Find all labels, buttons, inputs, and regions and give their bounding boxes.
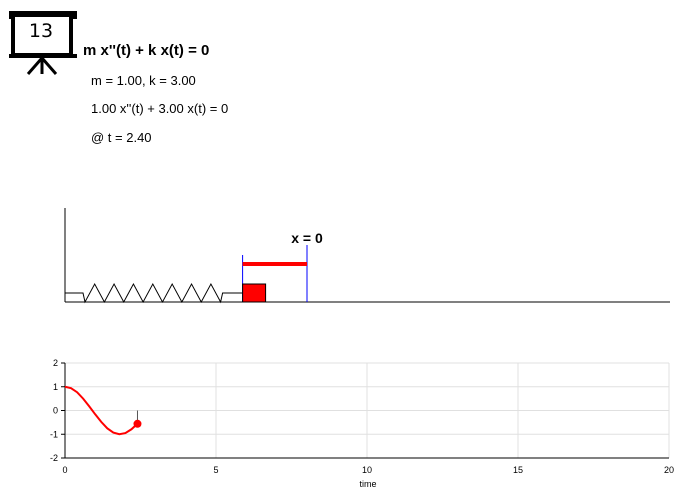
y-tick-label: 0 [53,406,58,416]
equation-instance: 1.00 x''(t) + 3.00 x(t) = 0 [91,101,229,116]
equilibrium-label: x = 0 [291,230,323,246]
presentation-board-icon [9,11,77,75]
displacement-series-line [64,385,139,436]
x-tick-label: 0 [62,465,67,475]
x-tick-label: 5 [213,465,218,475]
spring-mass-simulation: x = 0 [64,208,670,304]
parameter-values: m = 1.00, k = 3.00 [91,73,196,88]
x-tick-label: 10 [362,465,372,475]
mass-block [242,283,267,303]
y-tick-label: 1 [53,382,58,392]
slide-number: 13 [28,20,54,42]
y-tick-label: -1 [50,429,58,439]
time-readout: @ t = 2.40 [91,130,152,145]
current-point-marker [133,419,142,428]
y-tick-label: 2 [53,358,58,368]
x-tick-label: 20 [664,465,674,475]
x-axis-label: time [359,479,376,489]
x-tick-label: 15 [513,465,523,475]
equation-title: m x''(t) + k x(t) = 0 [83,42,210,59]
y-tick-label: -2 [50,453,58,463]
spring [65,282,243,304]
